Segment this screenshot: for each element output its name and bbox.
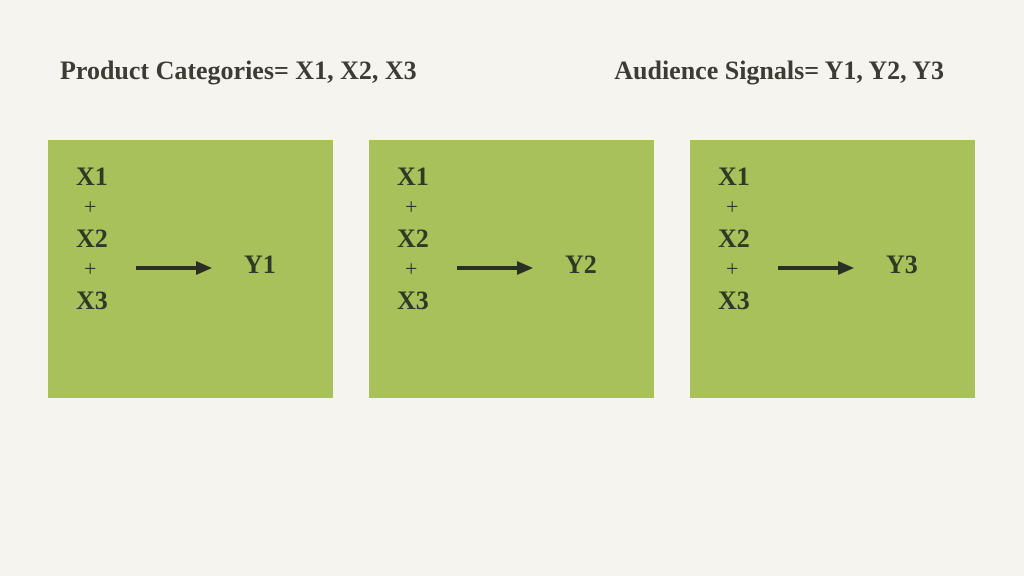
plus-1: + [726, 196, 750, 218]
arrow-icon [134, 258, 214, 278]
arrow-icon [455, 258, 535, 278]
header-left-prefix: Product Categories= [60, 56, 295, 85]
header-left: Product Categories= X1, X2, X3 [60, 56, 417, 86]
header-row: Product Categories= X1, X2, X3 Audience … [60, 56, 964, 86]
input-x3: X3 [76, 288, 108, 314]
header-right-prefix: Audience Signals= [614, 56, 824, 85]
input-stack: X1 + X2 + X3 [397, 164, 429, 320]
output-label: Y3 [886, 250, 918, 280]
input-x1: X1 [76, 164, 108, 190]
plus-2: + [726, 258, 750, 280]
card-3: X1 + X2 + X3 Y3 [690, 140, 975, 398]
cards-row: X1 + X2 + X3 Y1 X1 + X2 + X3 Y2 [48, 140, 976, 398]
card-1: X1 + X2 + X3 Y1 [48, 140, 333, 398]
input-x3: X3 [718, 288, 750, 314]
output-label: Y1 [244, 250, 276, 280]
input-x2: X2 [76, 226, 108, 252]
input-x2: X2 [718, 226, 750, 252]
output-label: Y2 [565, 250, 597, 280]
input-x3: X3 [397, 288, 429, 314]
card-2: X1 + X2 + X3 Y2 [369, 140, 654, 398]
plus-1: + [84, 196, 108, 218]
plus-2: + [84, 258, 108, 280]
input-stack: X1 + X2 + X3 [76, 164, 108, 320]
header-left-items: X1, X2, X3 [295, 56, 416, 85]
header-right-items: Y1, Y2, Y3 [825, 56, 944, 85]
plus-1: + [405, 196, 429, 218]
input-stack: X1 + X2 + X3 [718, 164, 750, 320]
plus-2: + [405, 258, 429, 280]
input-x2: X2 [397, 226, 429, 252]
arrow-icon [776, 258, 856, 278]
input-x1: X1 [397, 164, 429, 190]
header-right: Audience Signals= Y1, Y2, Y3 [614, 56, 944, 86]
input-x1: X1 [718, 164, 750, 190]
